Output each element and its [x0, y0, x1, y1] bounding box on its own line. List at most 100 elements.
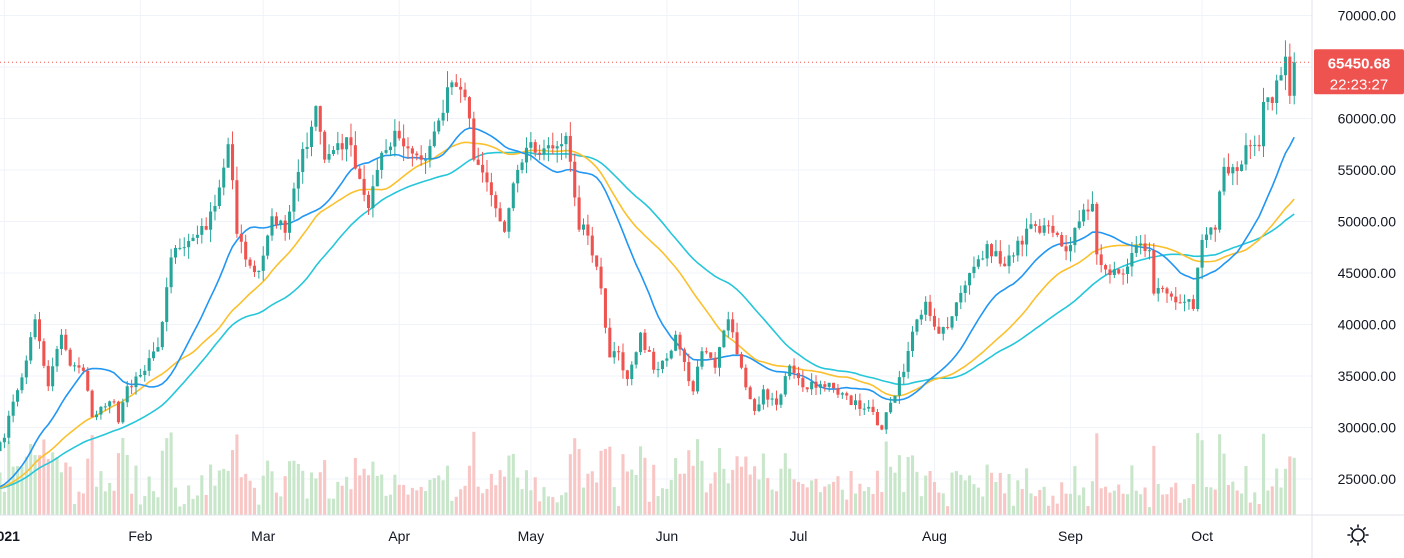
time-tick-label: Aug	[922, 528, 947, 544]
volume-bar	[73, 503, 77, 515]
volume-bar	[489, 473, 493, 515]
candle-body	[445, 87, 450, 113]
candle-body	[994, 251, 998, 257]
time-tick-label: Oct	[1191, 528, 1213, 544]
volume-bar	[279, 496, 283, 515]
candle-body	[305, 146, 309, 149]
volume-bar	[112, 490, 116, 515]
candle-body	[1231, 167, 1235, 174]
candle-body	[652, 351, 656, 370]
candle-body	[1139, 243, 1143, 246]
candle-body	[827, 382, 831, 387]
candle-body	[1183, 301, 1187, 303]
volume-bar	[669, 480, 673, 515]
candle-body	[880, 425, 884, 430]
candle-body	[603, 288, 607, 328]
gear-icon[interactable]	[1351, 528, 1365, 542]
volume-bar	[1266, 490, 1270, 515]
candle-body	[1235, 167, 1239, 171]
volume-bar	[924, 475, 928, 515]
candle-body	[384, 150, 388, 153]
volume-bar	[801, 483, 805, 515]
candle-body	[647, 350, 651, 352]
candle-body	[1248, 145, 1252, 147]
volume-bar	[928, 471, 932, 515]
candle-body	[64, 334, 68, 350]
candle-body	[1060, 235, 1064, 247]
volume-bar	[630, 469, 634, 515]
volume-bar	[1073, 466, 1077, 515]
volume-bar	[959, 474, 963, 515]
volume-bar	[437, 475, 441, 515]
volume-bar	[476, 486, 480, 515]
candle-body	[86, 370, 90, 391]
volume-bar	[1060, 482, 1064, 515]
candle-body	[893, 395, 897, 403]
candle-body	[634, 352, 638, 365]
volume-bar	[849, 471, 853, 515]
candle-body	[270, 216, 274, 236]
candle-body	[761, 389, 765, 405]
candle-body	[371, 186, 375, 209]
candle-body	[301, 148, 305, 173]
volume-bar	[573, 438, 577, 515]
candle-body	[1117, 269, 1121, 274]
candle-body	[586, 224, 590, 236]
volume-bar	[336, 481, 340, 515]
volume-bar	[116, 453, 120, 515]
candle-body	[169, 257, 173, 288]
chart-settings-button[interactable]	[1347, 524, 1369, 546]
volume-bar	[309, 472, 314, 515]
volume-bar	[450, 500, 454, 515]
candle-body	[463, 89, 467, 98]
volume-bar	[152, 491, 156, 515]
price-tick-label: 35000.00	[1338, 368, 1397, 384]
volume-bar	[397, 484, 401, 515]
volume-bar	[858, 483, 862, 515]
volume-bar	[687, 450, 691, 515]
candle-body	[59, 334, 63, 349]
volume-bar	[472, 431, 476, 515]
volume-bar	[1134, 490, 1138, 515]
volume-bar	[393, 474, 397, 515]
volume-bar	[173, 487, 178, 515]
candle-body	[20, 377, 24, 391]
candle-body	[29, 337, 33, 361]
volume-bar	[160, 450, 164, 515]
volume-bar	[7, 440, 11, 515]
ma-200-line	[0, 151, 1295, 490]
volume-bar	[46, 458, 50, 515]
candle-body	[950, 316, 954, 328]
volume-bar	[90, 435, 94, 515]
candle-body	[375, 169, 379, 187]
candle-body	[696, 366, 700, 392]
volume-bar	[889, 466, 893, 515]
candle-body	[1090, 203, 1094, 212]
volume-bar	[1165, 494, 1169, 515]
volume-bar	[516, 477, 520, 515]
candle-body	[577, 197, 581, 230]
candle-body	[24, 360, 28, 378]
volume-bar	[902, 492, 906, 515]
candle-body	[209, 211, 213, 230]
candle-body	[292, 188, 296, 212]
volume-bar	[81, 493, 85, 515]
volume-bar	[24, 456, 28, 515]
volume-bar	[239, 477, 243, 515]
candle-body	[867, 406, 871, 409]
candle-body	[1253, 144, 1257, 146]
volume-bar	[511, 453, 515, 515]
candle-body	[1038, 225, 1042, 233]
volume-bar	[674, 458, 678, 515]
volume-bar	[340, 485, 344, 515]
candle-body	[959, 292, 963, 303]
time-axis[interactable]: 2021 Feb Mar Apr May Jun Jul Aug Sep Oct	[0, 528, 1213, 544]
candle-body	[656, 369, 660, 371]
candle-body	[924, 301, 928, 315]
candle-body	[1275, 80, 1279, 103]
candle-body	[437, 120, 441, 132]
candle-body	[99, 406, 103, 415]
candle-body	[55, 348, 59, 367]
candle-body	[542, 148, 546, 155]
